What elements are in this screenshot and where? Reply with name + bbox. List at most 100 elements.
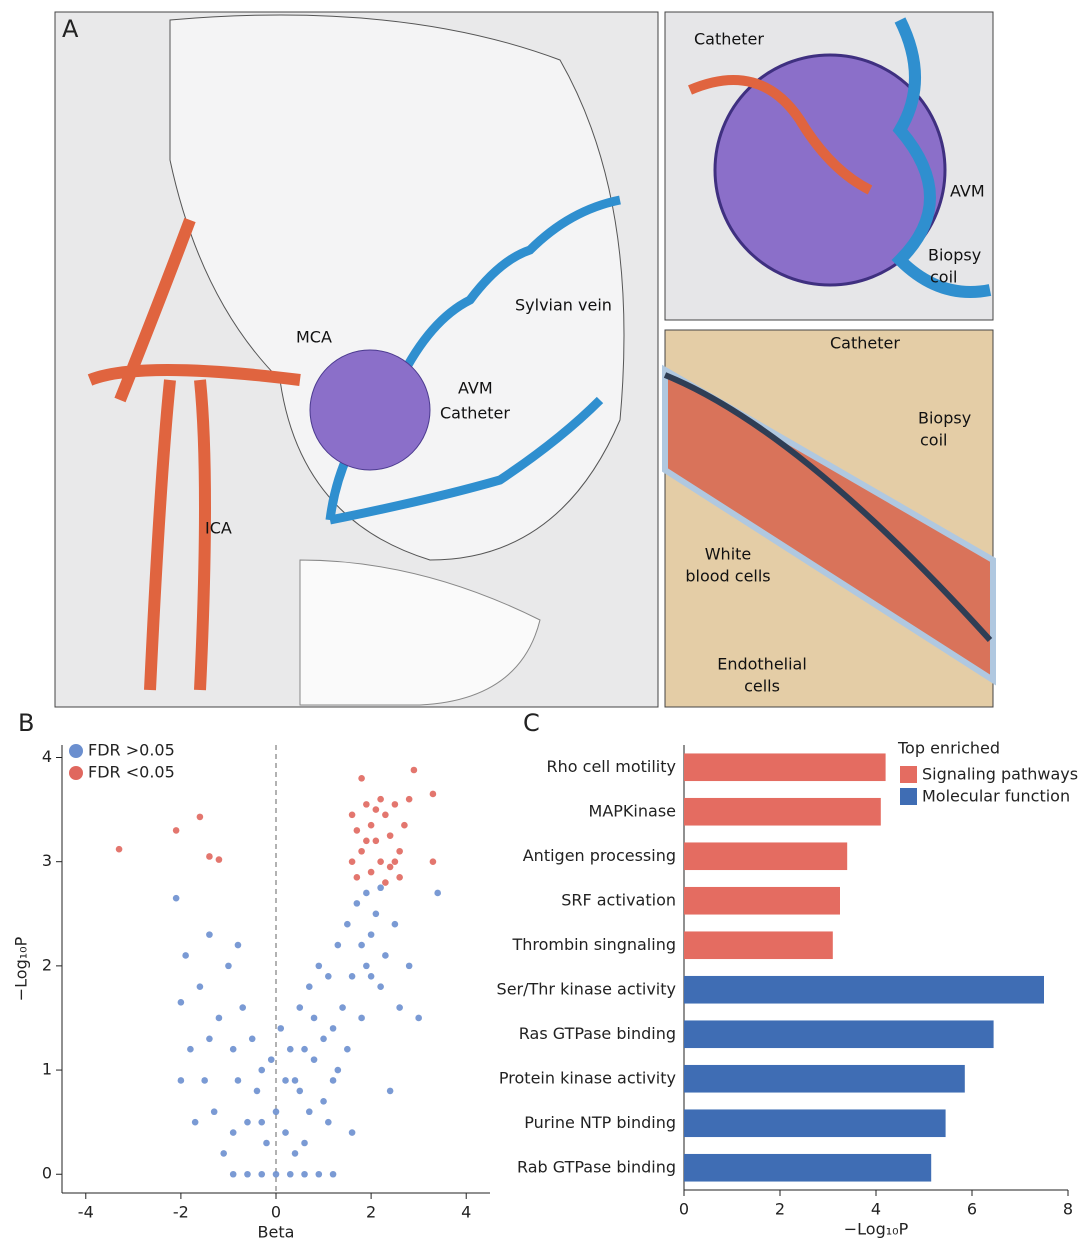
legend-swatch	[69, 766, 83, 780]
legend-swatch	[69, 744, 83, 758]
point	[391, 920, 399, 928]
x-tick-label: 4	[871, 1200, 881, 1219]
point	[353, 874, 361, 881]
callout: Biopsy	[918, 409, 971, 428]
brain	[169, 14, 625, 561]
callout: Catheter	[694, 30, 764, 49]
point	[201, 1077, 208, 1084]
category-label: Rab GTPase binding	[517, 1157, 676, 1176]
point	[367, 821, 375, 829]
category-label: Antigen processing	[523, 846, 676, 865]
callout: Catheter	[830, 334, 900, 353]
point	[248, 1035, 256, 1043]
legend-swatch	[900, 766, 917, 783]
category-label: SRF activation	[561, 890, 676, 909]
point	[177, 999, 185, 1006]
point	[344, 920, 351, 928]
x-tick-label: 4	[461, 1203, 471, 1222]
point	[115, 845, 123, 853]
point	[310, 1056, 318, 1063]
artery	[688, 75, 873, 195]
point	[377, 795, 384, 803]
category-label: Ser/Thr kinase activity	[497, 979, 676, 998]
y-tick-label: 2	[42, 955, 52, 974]
category-label: MAPKinase	[589, 801, 676, 820]
x-tick-label: -2	[173, 1203, 189, 1222]
point	[358, 1014, 365, 1022]
point	[325, 1118, 332, 1126]
point	[310, 1014, 318, 1022]
point	[396, 1004, 403, 1011]
point	[334, 941, 342, 949]
point	[367, 931, 375, 938]
point	[329, 1170, 337, 1178]
callout: Biopsy	[928, 246, 981, 265]
point	[382, 879, 389, 886]
callout: AVM	[458, 379, 493, 398]
x-axis-label: Beta	[258, 1223, 295, 1242]
point	[206, 853, 213, 860]
point	[372, 910, 380, 918]
point	[353, 900, 361, 907]
point	[382, 952, 389, 959]
bar	[684, 1109, 946, 1138]
point	[386, 1087, 394, 1095]
point	[305, 983, 313, 991]
point	[401, 821, 408, 829]
point	[206, 931, 213, 938]
point	[244, 1118, 251, 1126]
point	[320, 1098, 327, 1105]
x-tick-label: 8	[1063, 1200, 1073, 1219]
point	[258, 1170, 266, 1178]
x-tick-label: 6	[967, 1200, 977, 1219]
point	[263, 1139, 270, 1147]
point	[291, 1150, 299, 1157]
point	[196, 983, 204, 991]
point	[429, 858, 437, 865]
point	[405, 962, 413, 970]
callout: Endothelial	[717, 655, 807, 674]
point	[325, 972, 332, 980]
vein	[891, 17, 992, 298]
category-label: Ras GTPase binding	[519, 1024, 676, 1043]
x-tick-label: 0	[679, 1200, 689, 1219]
bar	[684, 797, 881, 826]
point	[258, 1066, 266, 1074]
point	[429, 790, 437, 798]
point	[391, 858, 399, 865]
point	[391, 801, 399, 808]
point	[372, 837, 380, 845]
point	[301, 1139, 308, 1147]
point	[405, 795, 413, 803]
point	[244, 1170, 251, 1178]
legend-title: Top enriched	[897, 739, 1000, 758]
callout: ICA	[205, 519, 232, 538]
bar	[684, 886, 840, 915]
bar	[684, 931, 833, 960]
point	[234, 1077, 242, 1084]
point	[329, 1077, 337, 1084]
y-axis-label: −Log₁₀P	[12, 936, 31, 1001]
illustration: A Catheter AVM Biopsy coil Catheter Biop…	[54, 11, 996, 708]
point	[315, 1170, 323, 1178]
callout: AVM	[950, 182, 985, 201]
point	[363, 889, 370, 897]
point	[348, 972, 356, 980]
point	[386, 832, 394, 839]
avm	[713, 53, 947, 287]
callout: blood cells	[685, 567, 770, 586]
callout: Sylvian vein	[515, 296, 612, 315]
x-tick-label: 2	[775, 1200, 785, 1219]
point	[353, 827, 361, 834]
point	[229, 1170, 237, 1178]
legend-swatch	[900, 788, 917, 805]
point	[396, 874, 403, 881]
point	[367, 972, 375, 980]
point	[210, 1108, 218, 1116]
point	[372, 806, 380, 813]
panel-label: A	[62, 15, 79, 43]
point	[415, 1014, 422, 1022]
vessel	[662, 364, 996, 686]
callout: Catheter	[440, 404, 510, 423]
